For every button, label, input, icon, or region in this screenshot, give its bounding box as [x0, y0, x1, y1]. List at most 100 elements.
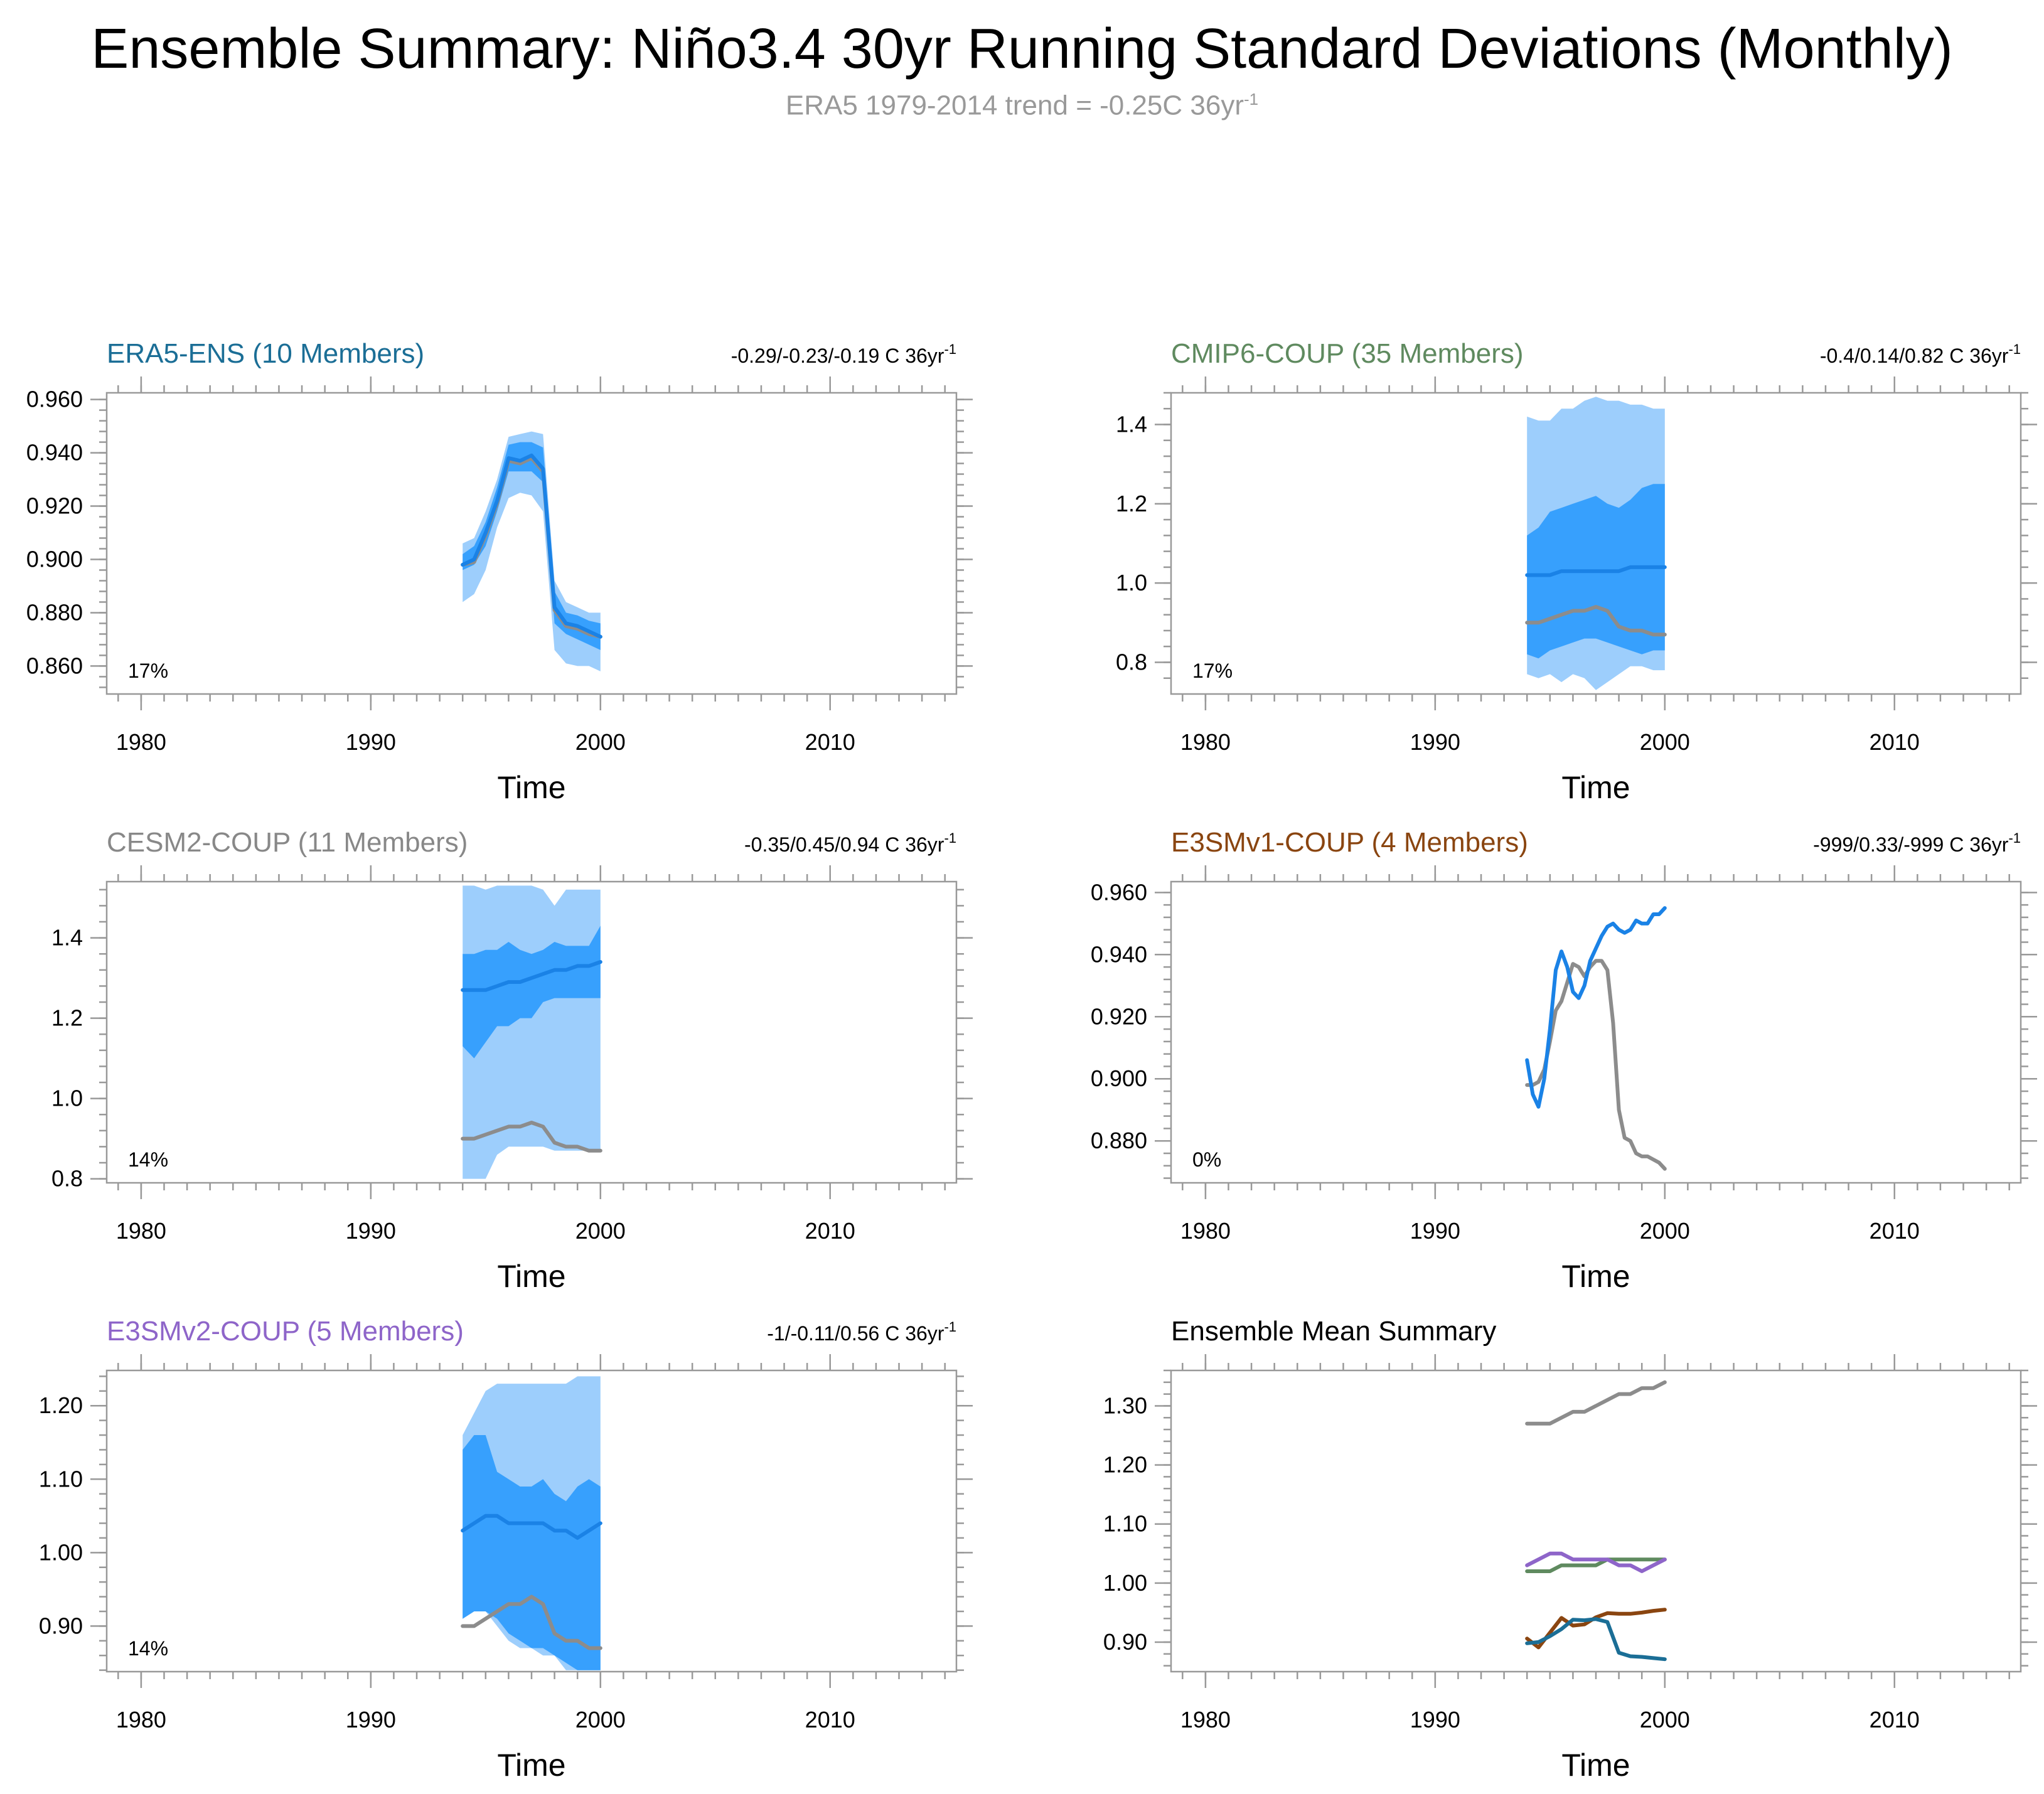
panel-title: Ensemble Mean Summary — [1171, 1316, 1496, 1347]
panel-trend-superscript: -1 — [944, 830, 956, 846]
x-tick-label: 1990 — [346, 729, 396, 755]
y-tick-label: 0.920 — [1091, 1003, 1147, 1029]
y-tick-label: 1.2 — [1116, 491, 1147, 516]
inner-spread-band — [463, 926, 601, 1059]
x-tick-label: 2000 — [1640, 1218, 1690, 1244]
ensemble-mean-line — [1525, 565, 1667, 577]
x-tick-label: 1990 — [1410, 1218, 1460, 1244]
y-tick-label: 0.960 — [26, 387, 83, 412]
y-tick-label: 1.20 — [1103, 1452, 1147, 1478]
panel-trend-superscript: -1 — [2008, 341, 2021, 357]
panel-trend-superscript: -1 — [944, 341, 956, 357]
y-tick-label: 0.880 — [26, 599, 83, 625]
y-tick-label: 0.920 — [26, 493, 83, 519]
panel-title: CMIP6-COUP (35 Members) — [1171, 338, 1524, 369]
y-tick-label: 0.90 — [39, 1613, 83, 1638]
x-tick-label: 1980 — [116, 729, 166, 755]
plot-data — [461, 885, 602, 1179]
x-axis-title: Time — [497, 770, 565, 805]
y-tick-label: 0.860 — [26, 653, 83, 678]
y-tick-label: 1.30 — [1103, 1392, 1147, 1418]
x-axis-title: Time — [497, 1259, 565, 1294]
ensemble-mean-line — [461, 960, 602, 992]
chart-panel-ensemble-mean-summary: Ensemble Mean Summary 0.90 1.00 1.10 1.20 1.3… — [1103, 1316, 2037, 1783]
panel-trend: -999/0.33/-999 C 36yr-1 — [1813, 830, 2021, 856]
x-tick-label: 2010 — [805, 1707, 855, 1733]
panel-trend: -1/-0.11/0.56 C 36yr-1 — [767, 1319, 956, 1345]
series-line-e3smv2-coup — [1525, 1551, 1667, 1573]
panel-title: ERA5-ENS (10 Members) — [107, 338, 424, 369]
plot-data — [1525, 906, 1667, 1171]
y-tick-label: 1.2 — [51, 1005, 83, 1031]
plot-data — [1525, 397, 1667, 690]
panel-title: CESM2-COUP (11 Members) — [107, 827, 468, 858]
x-axis-title: Time — [1561, 1748, 1630, 1783]
percent-label: 14% — [128, 1148, 168, 1171]
x-tick-label: 1990 — [1410, 1707, 1460, 1733]
y-tick-label: 0.8 — [1116, 649, 1147, 675]
chart-panel-e3smv1-coup: E3SMv1-COUP (4 Members) -999/0.33/-999 C … — [1091, 827, 2037, 1294]
x-tick-label: 2010 — [1870, 1218, 1920, 1244]
y-tick-label: 0.880 — [1091, 1128, 1147, 1153]
y-tick-label: 1.00 — [39, 1539, 83, 1565]
x-tick-label: 2010 — [1870, 1707, 1920, 1733]
y-tick-label: 1.10 — [1103, 1511, 1147, 1537]
y-tick-label: 1.10 — [39, 1466, 83, 1492]
x-tick-label: 1990 — [346, 1218, 396, 1244]
panel-trend-superscript: -1 — [944, 1319, 956, 1335]
panel-trend-text: -0.29/-0.23/-0.19 C 36yr — [731, 344, 944, 367]
page-title: Ensemble Summary: Niño3.4 30yr Running S… — [91, 18, 1953, 80]
plot-frame — [1170, 1369, 2022, 1673]
y-tick-label: 1.0 — [1116, 570, 1147, 595]
x-tick-label: 1980 — [116, 1218, 166, 1244]
x-tick-label: 1990 — [346, 1707, 396, 1733]
observed-line — [1525, 605, 1667, 637]
chart-panel-e3smv2-coup: E3SMv2-COUP (5 Members) -1/-0.11/0.56 C 3… — [39, 1316, 973, 1783]
y-tick-label: 0.900 — [26, 546, 83, 572]
x-tick-label: 2000 — [575, 1218, 626, 1244]
chart-panel-cmip6-coup: CMIP6-COUP (35 Members) -0.4/0.14/0.82 C … — [1116, 338, 2037, 805]
x-tick-label: 1980 — [116, 1707, 166, 1733]
ensemble-mean-line — [461, 1514, 602, 1540]
panel-trend: -0.4/0.14/0.82 C 36yr-1 — [1820, 341, 2021, 367]
x-tick-label: 2000 — [1640, 1707, 1690, 1733]
observed-line — [461, 1121, 602, 1153]
panel-trend-text: -0.4/0.14/0.82 C 36yr — [1820, 344, 2009, 367]
series-line-cesm2-coup — [1525, 1380, 1667, 1426]
y-tick-label: 0.90 — [1103, 1629, 1147, 1655]
ensemble-mean-line — [461, 453, 602, 639]
y-tick-label: 0.960 — [1091, 879, 1147, 905]
panel-trend: -0.35/0.45/0.94 C 36yr-1 — [744, 830, 956, 856]
plot-frame — [1170, 880, 2022, 1184]
panel-title: E3SMv2-COUP (5 Members) — [107, 1316, 464, 1347]
y-tick-label: 0.900 — [1091, 1065, 1147, 1091]
y-tick-label: 1.00 — [1103, 1570, 1147, 1596]
y-tick-label: 1.20 — [39, 1392, 83, 1418]
percent-label: 17% — [128, 659, 168, 682]
series-line-e3smv1-coup — [1525, 1608, 1667, 1650]
panel-trend: -0.29/-0.23/-0.19 C 36yr-1 — [731, 341, 956, 367]
series-line-era5-ens — [1525, 1617, 1667, 1662]
plot-data — [461, 431, 602, 671]
y-tick-label: 1.0 — [51, 1086, 83, 1111]
panel-trend-text: -999/0.33/-999 C 36yr — [1813, 833, 2009, 856]
subtitle-superscript: -1 — [1244, 90, 1259, 109]
plot-data — [1525, 1380, 1667, 1662]
x-tick-label: 2010 — [805, 1218, 855, 1244]
ensemble-mean-line — [1525, 906, 1667, 1109]
y-tick-label: 0.940 — [26, 440, 83, 466]
page-subtitle: ERA5 1979-2014 trend = -0.25C 36yr-1 — [0, 80, 2044, 125]
x-axis-title: Time — [1561, 1259, 1630, 1294]
panel-trend-text: -1/-0.11/0.56 C 36yr — [767, 1322, 944, 1345]
series-line-cmip6-coup — [1525, 1557, 1667, 1573]
percent-label: 14% — [128, 1637, 168, 1660]
x-tick-label: 2010 — [805, 729, 855, 755]
x-axis-title: Time — [1561, 770, 1630, 805]
y-tick-label: 1.4 — [51, 925, 83, 951]
x-tick-label: 2010 — [1870, 729, 1920, 755]
plot-data — [461, 1376, 602, 1670]
chart-panel-era5-ens: ERA5-ENS (10 Members) -0.29/-0.23/-0.19 C… — [26, 338, 973, 805]
panel-title: E3SMv1-COUP (4 Members) — [1171, 827, 1528, 858]
x-tick-label: 1980 — [1180, 729, 1231, 755]
